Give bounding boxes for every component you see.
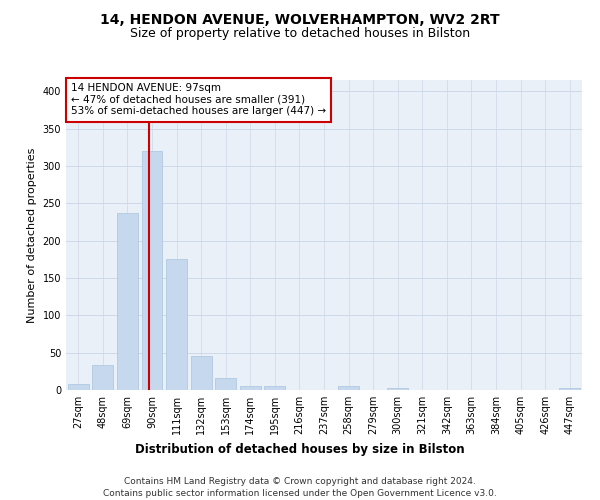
Text: Contains HM Land Registry data © Crown copyright and database right 2024.: Contains HM Land Registry data © Crown c… <box>124 478 476 486</box>
Text: 14, HENDON AVENUE, WOLVERHAMPTON, WV2 2RT: 14, HENDON AVENUE, WOLVERHAMPTON, WV2 2R… <box>100 12 500 26</box>
Bar <box>387 388 408 390</box>
Bar <box>191 356 212 390</box>
Bar <box>142 151 163 390</box>
Text: Distribution of detached houses by size in Bilston: Distribution of detached houses by size … <box>135 442 465 456</box>
Bar <box>215 378 236 390</box>
Text: Contains public sector information licensed under the Open Government Licence v3: Contains public sector information licen… <box>103 489 497 498</box>
Bar <box>240 386 261 390</box>
Text: Size of property relative to detached houses in Bilston: Size of property relative to detached ho… <box>130 28 470 40</box>
Bar <box>117 213 138 390</box>
Bar <box>265 386 286 390</box>
Y-axis label: Number of detached properties: Number of detached properties <box>27 148 37 322</box>
Bar <box>338 386 359 390</box>
Bar <box>68 384 89 390</box>
Bar <box>92 366 113 390</box>
Text: 14 HENDON AVENUE: 97sqm
← 47% of detached houses are smaller (391)
53% of semi-d: 14 HENDON AVENUE: 97sqm ← 47% of detache… <box>71 83 326 116</box>
Bar <box>166 260 187 390</box>
Bar <box>559 388 580 390</box>
